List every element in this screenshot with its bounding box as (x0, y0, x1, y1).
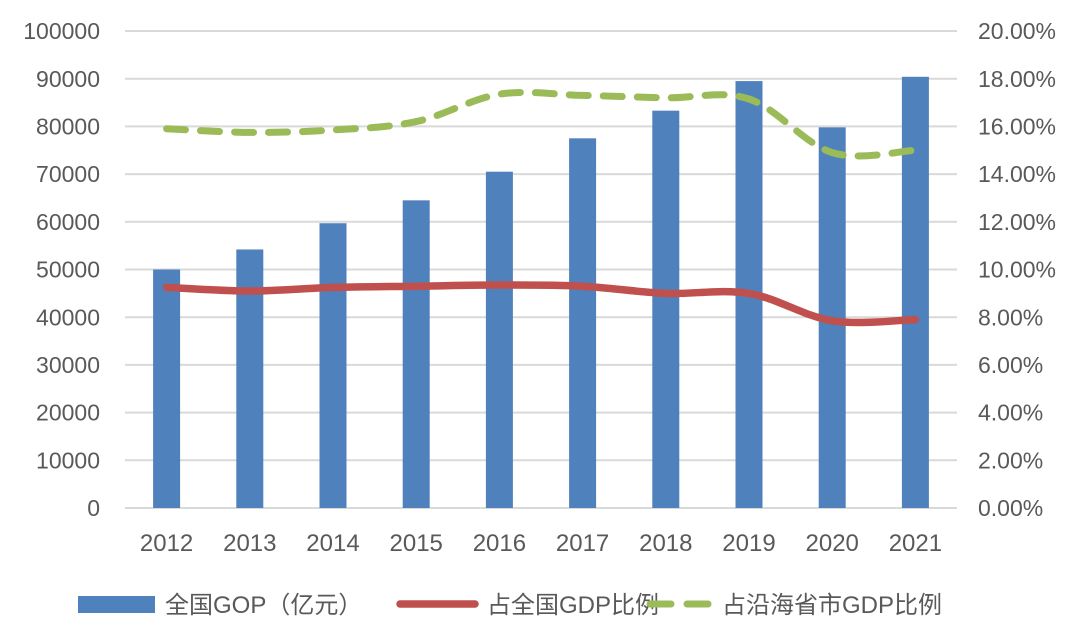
bar-series (153, 76, 929, 509)
right-axis-tick: 4.00% (978, 400, 1043, 426)
legend: 全国GOP（亿元） 占全国GDP比例 占沿海省市GDP比例 (78, 592, 942, 619)
right-axis-tick: 20.00% (978, 18, 1056, 44)
x-label-2012: 2012 (140, 530, 193, 557)
right-axis-tick: 2.00% (978, 447, 1043, 473)
left-axis-tick: 0 (87, 495, 100, 521)
legend-label-green-dashed-line: 占沿海省市GDP比例 (722, 592, 942, 619)
left-axis-tick: 100000 (23, 18, 100, 44)
bar-2021 (901, 76, 929, 509)
legend-item-bar: 全国GOP（亿元） (78, 592, 362, 619)
x-label-2016: 2016 (473, 530, 526, 557)
x-label-2020: 2020 (806, 530, 859, 557)
x-label-2013: 2013 (223, 530, 276, 557)
right-axis-tick: 6.00% (978, 352, 1043, 378)
bar-2016 (485, 171, 513, 508)
left-axis-tick: 20000 (36, 400, 100, 426)
right-axis-tick: 10.00% (978, 257, 1056, 283)
legend-swatch-bar (78, 596, 155, 613)
right-axis-tick: 14.00% (978, 161, 1056, 187)
left-axis-tick: 50000 (36, 257, 100, 283)
x-axis-category-labels: 2012 2013 2014 2015 2016 2017 2018 2019 2020 2021 (140, 530, 942, 557)
bar-2012 (153, 269, 181, 508)
bar-2014 (319, 223, 347, 508)
right-axis-tick: 18.00% (978, 66, 1056, 92)
x-label-2019: 2019 (722, 530, 775, 557)
x-label-2017: 2017 (556, 530, 609, 557)
gridlines (125, 30, 957, 509)
left-axis-tick: 30000 (36, 352, 100, 378)
right-axis-tick: 12.00% (978, 209, 1056, 235)
left-axis-tick: 70000 (36, 161, 100, 187)
bar-2017 (569, 138, 597, 508)
left-axis-tick: 80000 (36, 113, 100, 139)
legend-label-bar: 全国GOP（亿元） (165, 592, 362, 619)
left-axis-tick: 40000 (36, 304, 100, 330)
x-label-2018: 2018 (639, 530, 692, 557)
line-series (162, 88, 920, 327)
right-axis-tick: 16.00% (978, 113, 1056, 139)
right-axis-tick: 0.00% (978, 495, 1043, 521)
bar-2015 (402, 200, 430, 508)
right-axis-tick-labels: 20.00% 18.00% 16.00% 14.00% 12.00% 10.00% 8.00… (978, 18, 1056, 521)
legend-item-red-line: 占全国GDP比例 (396, 592, 659, 619)
x-label-2021: 2021 (889, 530, 942, 557)
legend-label-red-line: 占全国GDP比例 (487, 592, 659, 619)
green-dashed-line-path (163, 88, 919, 160)
x-label-2015: 2015 (390, 530, 443, 557)
left-axis-tick: 90000 (36, 66, 100, 92)
left-axis-tick-labels: 1000009000080000700006000050000400003000… (23, 18, 100, 521)
legend-item-green-dashed-line: 占沿海省市GDP比例 (646, 592, 942, 619)
left-axis-tick: 10000 (36, 447, 100, 473)
left-axis-tick: 60000 (36, 209, 100, 235)
red-line-path (162, 281, 920, 327)
right-axis-tick: 8.00% (978, 304, 1043, 330)
x-label-2014: 2014 (306, 530, 359, 557)
bar-2018 (652, 110, 680, 508)
